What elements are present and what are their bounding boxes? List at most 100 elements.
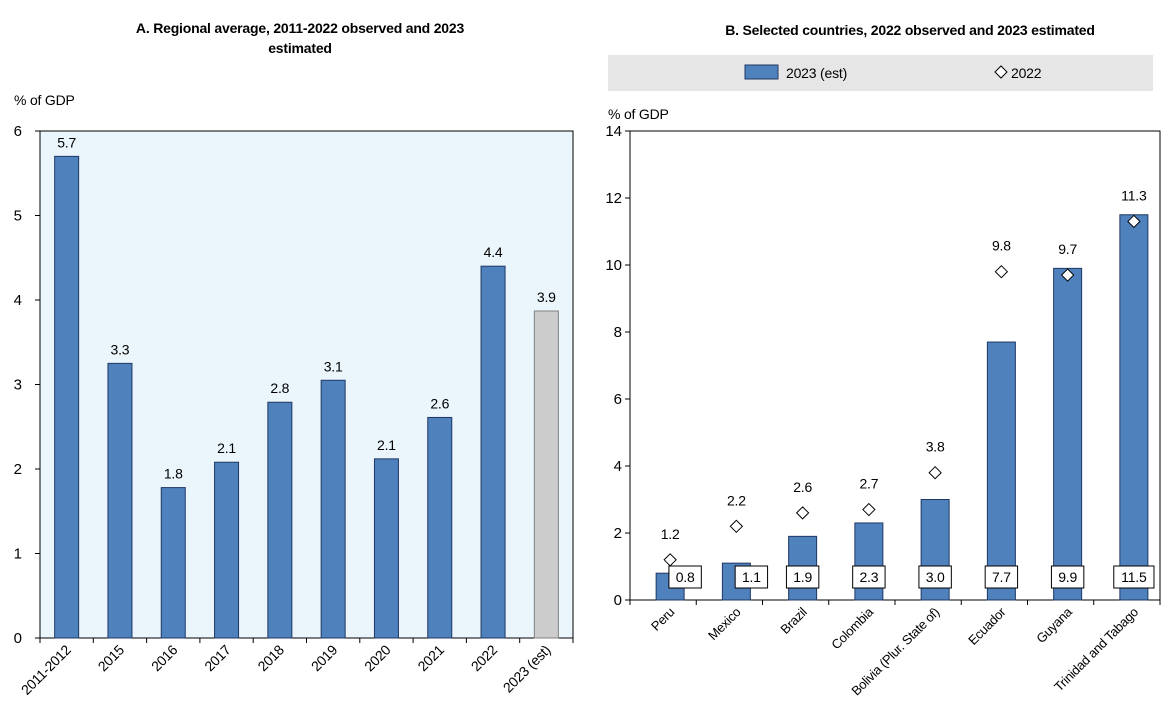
x-category-label: 2019 bbox=[308, 641, 341, 674]
bar bbox=[214, 461, 240, 639]
bar-value-label: 2.6 bbox=[430, 395, 449, 411]
bar-value-label-box bbox=[734, 565, 769, 589]
bar bbox=[107, 362, 133, 639]
bar-value-label: 2.8 bbox=[270, 380, 289, 396]
bar-2023-est bbox=[986, 341, 1016, 601]
x-category-label: 2011-2012 bbox=[18, 641, 74, 697]
x-category-label: 2016 bbox=[148, 641, 181, 674]
y-tick-label: 2 bbox=[614, 525, 622, 542]
x-category-label: 2015 bbox=[95, 641, 128, 674]
x-category-label: 2017 bbox=[201, 641, 234, 674]
x-category-label: 2023 (est) bbox=[500, 642, 554, 696]
bar-value-label: 4.4 bbox=[484, 244, 503, 260]
panel-b-title: B. Selected countries, 2022 observed and… bbox=[725, 22, 1095, 38]
bar-value-label: 5.7 bbox=[57, 134, 76, 150]
x-category-label: Ecuador bbox=[965, 604, 1009, 648]
diamond-marker-2022 bbox=[795, 506, 810, 520]
legend-label-2023-est: 2023 (est) bbox=[786, 65, 847, 81]
marker-value-label-2022: 9.7 bbox=[1058, 241, 1077, 257]
bar-value-label: 3.1 bbox=[324, 358, 343, 374]
legend-swatch-2023-est bbox=[744, 64, 779, 80]
marker-value-label-2022: 3.8 bbox=[926, 439, 945, 455]
y-tick-label: 2 bbox=[14, 461, 22, 478]
legend-label-2022: 2022 bbox=[1011, 65, 1042, 81]
bar bbox=[320, 379, 346, 639]
bar bbox=[533, 310, 559, 639]
bar-value-label-2023-est: 1.1 bbox=[742, 569, 761, 585]
bar bbox=[54, 155, 80, 639]
x-category-label: 2020 bbox=[361, 641, 394, 674]
bar-2023-est bbox=[1119, 214, 1149, 601]
bar bbox=[427, 416, 453, 639]
y-tick-label: 12 bbox=[605, 190, 622, 207]
x-category-label: 2021 bbox=[414, 641, 447, 674]
bar-value-label-box bbox=[852, 565, 886, 589]
bar-2023-est bbox=[1053, 267, 1083, 601]
bar bbox=[160, 487, 186, 639]
bar bbox=[267, 401, 293, 639]
bar-value-label-2023-est: 11.5 bbox=[1121, 569, 1147, 585]
marker-value-label-2022: 1.2 bbox=[661, 526, 680, 542]
x-category-label: Guyana bbox=[1033, 604, 1075, 646]
bar bbox=[373, 458, 399, 639]
bars-a: 5.7 3.3 1.8 2.1 2.8 3.1 2.1 2.6 4.4 3.9 bbox=[54, 134, 559, 639]
y-tick-label: 0 bbox=[614, 592, 622, 609]
diamond-marker-2022 bbox=[862, 502, 876, 517]
legend bbox=[608, 55, 1153, 91]
bar-value-label-2023-est: 7.7 bbox=[992, 569, 1011, 585]
bar-value-label: 2.1 bbox=[217, 440, 236, 456]
bar-value-label-2023-est: 2.3 bbox=[859, 569, 878, 585]
marker-value-label-2022: 2.7 bbox=[859, 476, 878, 492]
y-tick-label: 4 bbox=[614, 458, 622, 475]
y-tick-label: 6 bbox=[614, 391, 622, 408]
marks-b: 1.2 2.2 2.6 2.7 3.8 9.8 9.7 11.3 0.8 1.1 1.9 2.3 3.0… bbox=[655, 187, 1155, 601]
bar-value-label-2023-est: 1.9 bbox=[793, 569, 812, 585]
y-tick-label: 5 bbox=[14, 208, 22, 225]
bar-value-label: 3.3 bbox=[111, 341, 130, 357]
bar-value-label-box bbox=[984, 565, 1019, 589]
bar-value-label-box bbox=[668, 565, 702, 589]
y-tick-label: 14 bbox=[605, 123, 622, 140]
y-tick-label: 8 bbox=[614, 324, 622, 341]
bar-value-label-2023-est: 9.9 bbox=[1058, 569, 1077, 585]
y-axis-unit-label-a: % of GDP bbox=[14, 92, 75, 108]
marker-value-label-2022: 2.6 bbox=[793, 479, 812, 495]
bar-value-label: 3.9 bbox=[537, 289, 556, 305]
marker-value-label-2022: 9.8 bbox=[992, 238, 1011, 254]
diamond-marker-2022 bbox=[928, 465, 942, 480]
panel-a-regional-average: % of GDP 0 1 2 3 4 5 6 2011-2012 2015 2016 2017 201… bbox=[14, 92, 574, 698]
bar-value-label-box bbox=[1113, 565, 1155, 589]
x-category-label: Mexico bbox=[705, 604, 744, 643]
bar-value-label-box bbox=[918, 565, 952, 589]
diamond-marker-2022 bbox=[994, 264, 1009, 279]
bar-value-label: 1.8 bbox=[164, 466, 183, 482]
y-axis-unit-label-b: % of GDP bbox=[608, 106, 669, 122]
y-tick-label: 6 bbox=[14, 123, 22, 140]
diamond-marker-2022 bbox=[1127, 214, 1141, 229]
marker-value-label-2022: 11.3 bbox=[1121, 187, 1147, 203]
x-category-label: Peru bbox=[648, 604, 677, 633]
bar-value-label-box bbox=[785, 565, 820, 589]
bar bbox=[480, 265, 506, 639]
bar-value-label-2023-est: 0.8 bbox=[676, 569, 695, 585]
y-tick-label: 4 bbox=[14, 292, 22, 309]
diamond-marker-2022 bbox=[729, 519, 744, 534]
x-category-label: 2018 bbox=[254, 641, 287, 674]
bar-value-label-2023-est: 3.0 bbox=[926, 569, 945, 585]
legend-diamond-marker-2022 bbox=[994, 65, 1008, 79]
y-tick-label: 0 bbox=[14, 630, 22, 647]
marker-value-label-2022: 2.2 bbox=[727, 492, 746, 508]
panel-b-selected-countries: 2023 (est) 2022 % of GDP 0 2 4 6 8 10 12 14 Peru… bbox=[605, 55, 1161, 698]
diamond-marker-2022 bbox=[1060, 268, 1075, 282]
y-tick-label: 3 bbox=[14, 377, 22, 394]
x-category-label: Colombia bbox=[828, 604, 876, 652]
panel-a-title: A. Regional average, 2011-2022 observed … bbox=[135, 20, 465, 56]
bar-value-label-box bbox=[1050, 565, 1085, 589]
y-tick-label: 1 bbox=[14, 546, 22, 563]
x-category-label: 2022 bbox=[468, 641, 501, 674]
bar-value-label: 2.1 bbox=[377, 437, 396, 453]
x-category-label: Brazil bbox=[777, 604, 810, 637]
y-tick-label: 10 bbox=[605, 257, 622, 274]
